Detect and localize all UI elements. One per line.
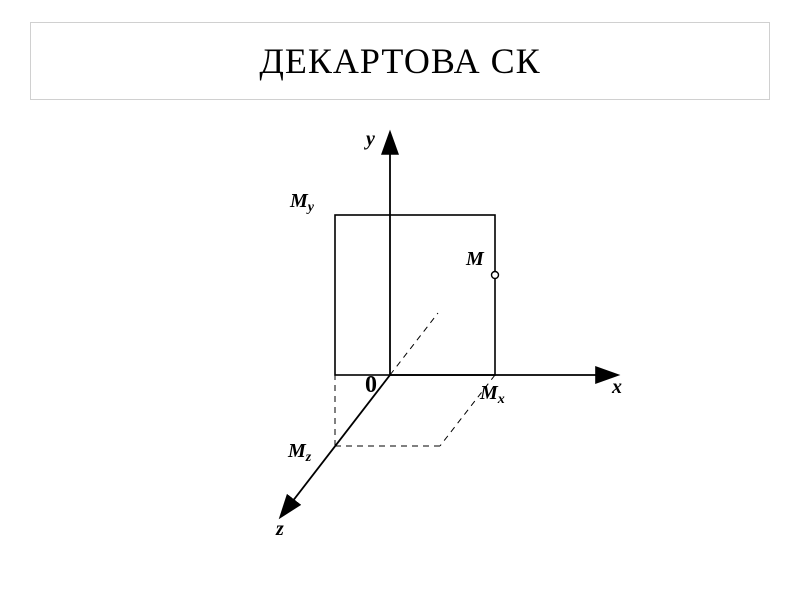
page-title: ДЕКАРТОВА СК xyxy=(259,40,540,82)
label-my: My xyxy=(290,190,314,213)
axis-z-behind xyxy=(390,313,438,375)
label-z: z xyxy=(276,518,284,541)
label-mx: Mx xyxy=(480,382,505,405)
label-y: y xyxy=(366,128,375,151)
label-x: x xyxy=(612,376,622,399)
label-mx-base: M xyxy=(480,382,498,404)
label-my-base: M xyxy=(290,190,308,212)
diagram-svg-final xyxy=(170,120,630,560)
label-mx-sub: x xyxy=(498,392,505,407)
label-mz-sub: z xyxy=(306,450,311,465)
title-container: ДЕКАРТОВА СК xyxy=(30,22,770,100)
coordinate-diagram-final: y x z 0 My M Mx Mz xyxy=(170,120,630,560)
cube-visible-face xyxy=(335,215,495,375)
label-m: M xyxy=(466,248,484,271)
label-mz: Mz xyxy=(288,440,311,463)
label-my-sub: y xyxy=(308,200,314,215)
label-origin: 0 xyxy=(365,372,377,399)
label-mz-base: M xyxy=(288,440,306,462)
point-m xyxy=(492,272,499,279)
